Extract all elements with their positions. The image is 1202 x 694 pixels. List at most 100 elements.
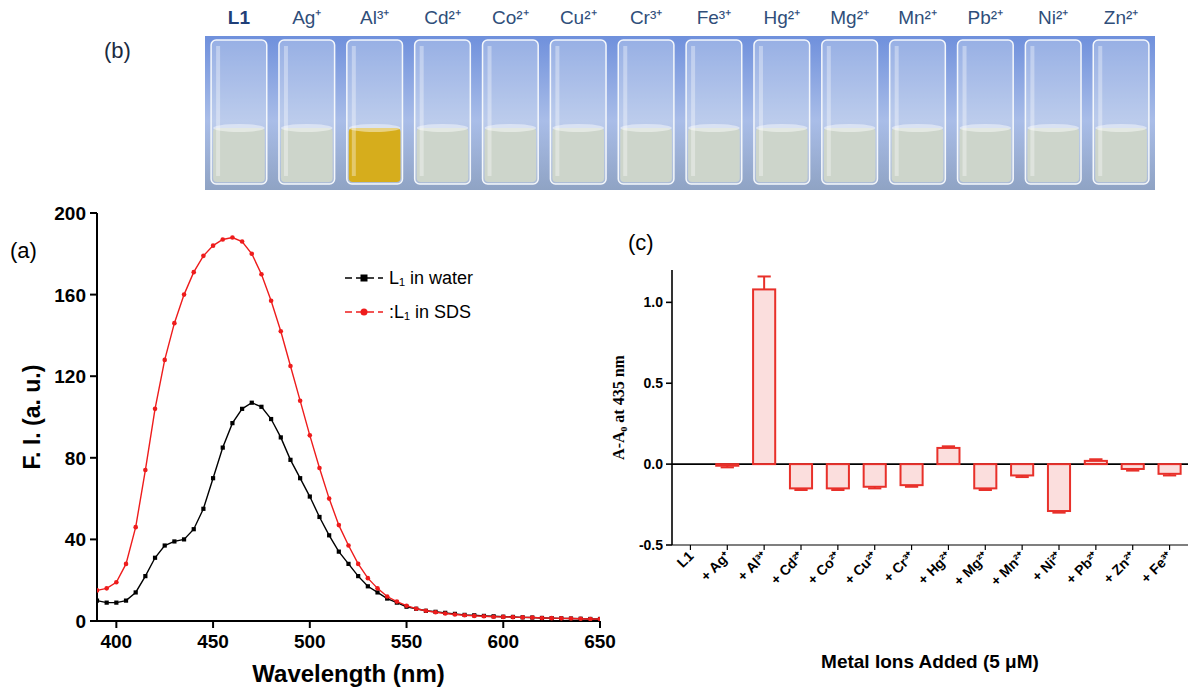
error-cap bbox=[758, 275, 771, 277]
error-cap bbox=[942, 445, 955, 447]
vial-glass bbox=[483, 40, 539, 184]
marker bbox=[375, 590, 379, 594]
y-tick-label: 160 bbox=[54, 285, 86, 306]
marker bbox=[501, 615, 505, 619]
bar bbox=[974, 464, 996, 488]
photo-background bbox=[205, 36, 1155, 190]
figure: (b)L1Ag⁺Al³⁺Cd²⁺Co²⁺Cu²⁺Cr³⁺Fe³⁺Hg²⁺Mg²⁺… bbox=[0, 0, 1202, 694]
error-bar bbox=[794, 488, 807, 490]
x-tick bbox=[911, 545, 912, 550]
vial-label: Pb²⁺ bbox=[968, 7, 1004, 28]
x-tick bbox=[406, 621, 408, 628]
vial-liquid bbox=[688, 128, 740, 182]
x-tick bbox=[690, 545, 691, 550]
marker bbox=[356, 562, 361, 567]
vial-highlight bbox=[1098, 46, 1102, 176]
liquid-surface bbox=[552, 124, 604, 132]
bar bbox=[1085, 461, 1107, 464]
vial-highlight bbox=[691, 46, 695, 176]
vial-label: Cd²⁺ bbox=[424, 7, 461, 28]
y-tick-label: 1.0 bbox=[644, 294, 664, 310]
vial-liquid bbox=[960, 128, 1012, 182]
vial-highlight bbox=[895, 46, 899, 176]
vial-label: Co²⁺ bbox=[492, 7, 529, 28]
liquid-surface bbox=[620, 124, 672, 132]
marker bbox=[134, 590, 138, 594]
panel-label: (a) bbox=[10, 238, 37, 263]
error-cap bbox=[979, 489, 992, 491]
error-bar bbox=[1126, 469, 1139, 471]
marker bbox=[482, 614, 486, 618]
error-cap bbox=[905, 486, 918, 488]
y-tick-label: 200 bbox=[54, 203, 86, 224]
vial-highlight bbox=[1030, 46, 1034, 176]
marker bbox=[491, 614, 495, 618]
y-tick-label: 120 bbox=[54, 366, 86, 387]
marker bbox=[124, 599, 128, 603]
marker bbox=[569, 616, 574, 621]
error-bar bbox=[1052, 511, 1065, 513]
marker bbox=[250, 401, 254, 405]
marker bbox=[346, 543, 351, 548]
marker bbox=[114, 601, 118, 605]
x-axis-title: Wavelength (nm) bbox=[252, 660, 444, 687]
marker bbox=[453, 612, 457, 616]
y-tick-label: 0 bbox=[75, 611, 86, 632]
y-tick bbox=[666, 382, 672, 384]
marker bbox=[462, 613, 466, 617]
marker bbox=[366, 584, 370, 588]
panel-label: (b) bbox=[104, 38, 131, 63]
y-tick bbox=[90, 457, 97, 459]
error-bar bbox=[758, 276, 771, 289]
legend-label: :L₁ in SDS bbox=[389, 302, 471, 322]
vial-glass bbox=[550, 40, 606, 184]
error-bar bbox=[979, 488, 992, 490]
marker bbox=[395, 599, 400, 604]
vial-glass bbox=[822, 40, 878, 184]
y-tick bbox=[666, 544, 672, 546]
vial-liquid bbox=[756, 128, 808, 182]
bar bbox=[864, 464, 886, 487]
marker bbox=[211, 243, 216, 248]
vial-label: L1 bbox=[228, 7, 251, 28]
vial-glass bbox=[618, 40, 674, 184]
y-tick bbox=[90, 294, 97, 296]
x-tick-label: L1 bbox=[674, 548, 697, 571]
marker bbox=[327, 533, 331, 537]
vial-liquid bbox=[552, 128, 604, 182]
vial-glass bbox=[211, 40, 267, 184]
x-tick bbox=[1095, 545, 1096, 550]
marker bbox=[288, 458, 292, 462]
x-tick-label: + Ni²⁺ bbox=[1029, 548, 1066, 585]
vial-highlight bbox=[284, 46, 288, 176]
legend-label: L₁ in water bbox=[389, 268, 473, 288]
error-cap bbox=[1052, 512, 1065, 514]
marker bbox=[511, 615, 515, 619]
marker bbox=[162, 358, 167, 363]
marker bbox=[308, 494, 312, 498]
marker bbox=[327, 496, 332, 501]
liquid-surface bbox=[281, 124, 333, 132]
marker bbox=[482, 614, 487, 619]
x-tick bbox=[212, 621, 214, 628]
x-tick-label: 450 bbox=[197, 631, 229, 652]
vial-label: Fe³⁺ bbox=[697, 7, 732, 28]
vial-highlight bbox=[420, 46, 424, 176]
marker bbox=[424, 609, 428, 613]
y-axis bbox=[671, 270, 673, 545]
error-cap bbox=[721, 466, 734, 468]
liquid-surface bbox=[824, 124, 876, 132]
x-axis-title: Metal Ions Added (5 μM) bbox=[821, 651, 1039, 672]
x-tick-label: + Hg²⁺ bbox=[915, 548, 955, 588]
x-tick-label: + Fe³⁺ bbox=[1137, 548, 1175, 586]
x-tick bbox=[1132, 545, 1133, 550]
marker bbox=[269, 417, 273, 421]
y-tick-label: 0.0 bbox=[644, 456, 664, 472]
marker bbox=[182, 537, 186, 541]
marker bbox=[521, 615, 525, 619]
vial-glass bbox=[890, 40, 946, 184]
error-cap bbox=[1163, 474, 1176, 476]
y-tick-label: 40 bbox=[65, 529, 86, 550]
liquid-surface bbox=[213, 124, 265, 132]
vial-highlight bbox=[759, 46, 763, 176]
